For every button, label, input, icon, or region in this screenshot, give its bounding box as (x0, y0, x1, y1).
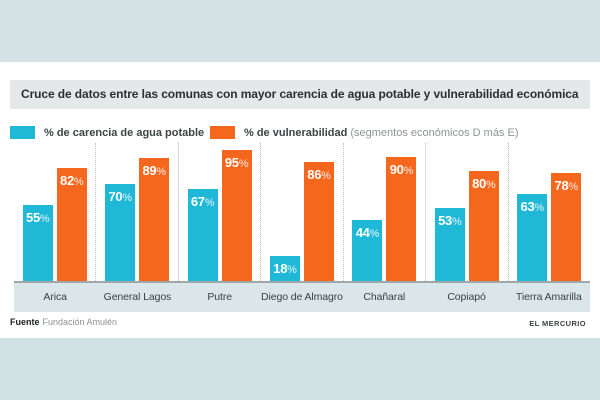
bar-vulnerabilidad: 95% (221, 150, 252, 281)
bar-vulnerabilidad: 89% (139, 158, 170, 281)
bar-value-label: 67% (190, 194, 215, 209)
bar-group-2: 67% 95% (179, 143, 262, 281)
bar-carencia: 44% (352, 220, 383, 281)
bar-value-label: 86% (307, 167, 331, 182)
bar-group-1: 70% 89% (96, 143, 179, 281)
category-label-2: Putre (207, 291, 232, 303)
bar-value-label: 44% (355, 225, 380, 240)
bar-group-3: 18% 86% (261, 143, 344, 281)
bar-value-label: 78% (554, 178, 579, 193)
bar-group-6: 63% 78% (509, 143, 590, 281)
x-axis-line (14, 281, 590, 283)
bar-carencia: 67% (187, 189, 218, 281)
bar-vulnerabilidad: 82% (56, 168, 87, 281)
category-label-0: Arica (43, 291, 67, 303)
source-value: Fundación Amulén (42, 317, 118, 327)
bar-vulnerabilidad: 80% (468, 171, 499, 281)
category-label-1: General Lagos (103, 291, 172, 303)
chart-legend: % de carencia de agua potable % de vulne… (10, 126, 519, 139)
legend-swatch-carencia (10, 126, 35, 139)
bar-value-label: 80% (472, 176, 496, 191)
category-label-3: Diego de Almagro (261, 291, 343, 303)
category-axis: Arica General Lagos Putre Diego de Almagro C… (14, 283, 590, 312)
legend-label-vulnerabilidad: % de vulnerabilidad (segmentos económico… (244, 126, 519, 139)
bar-value-label: 82% (60, 173, 84, 188)
publisher-credit: EL MERCURIO (529, 319, 586, 328)
bar-carencia: 70% (105, 184, 136, 281)
legend-item-carencia: % de carencia de agua potable (10, 126, 210, 139)
legend-note: (segmentos económicos D más E) (350, 126, 519, 139)
bar-vulnerabilidad: 86% (303, 162, 334, 281)
bar-value-label: 55% (26, 210, 50, 225)
bar-value-label: 18% (273, 261, 297, 276)
bar-value-label: 89% (142, 163, 166, 178)
bar-value-label: 95% (224, 155, 249, 170)
source-note: Fuente Fundación Amulén (10, 317, 117, 327)
category-label-4: Chañaral (363, 291, 406, 303)
grouped-bar-chart: 55% 82% 70% 89% 67% 95% 18% 86% 44% 90% 53% 80% 63% 7… (14, 143, 590, 281)
bar-value-label: 90% (389, 162, 414, 177)
bar-vulnerabilidad: 90% (386, 157, 417, 281)
legend-item-vulnerabilidad: % de vulnerabilidad (segmentos económico… (210, 126, 519, 139)
bar-value-label: 63% (520, 199, 545, 214)
bar-value-label: 53% (438, 213, 462, 228)
category-label-6: Tierra Amarilla (515, 291, 582, 303)
bar-carencia: 63% (517, 194, 548, 281)
legend-label-carencia: % de carencia de agua potable (44, 126, 205, 139)
bar-group-0: 55% 82% (14, 143, 97, 281)
bar-group-4: 44% 90% (344, 143, 427, 281)
legend-swatch-vulnerabilidad (210, 126, 235, 139)
bar-group-5: 53% 80% (426, 143, 509, 281)
top-band (0, 0, 600, 62)
category-label-5: Copiapó (447, 291, 486, 303)
bar-vulnerabilidad: 78% (551, 173, 582, 281)
bar-carencia: 18% (269, 256, 300, 281)
chart-title: Cruce de datos entre las comunas con may… (10, 80, 590, 109)
bar-value-label: 70% (108, 189, 132, 204)
source-label: Fuente (10, 317, 40, 327)
bar-carencia: 53% (434, 208, 465, 281)
bottom-band (0, 338, 600, 400)
bar-carencia: 55% (22, 205, 53, 281)
